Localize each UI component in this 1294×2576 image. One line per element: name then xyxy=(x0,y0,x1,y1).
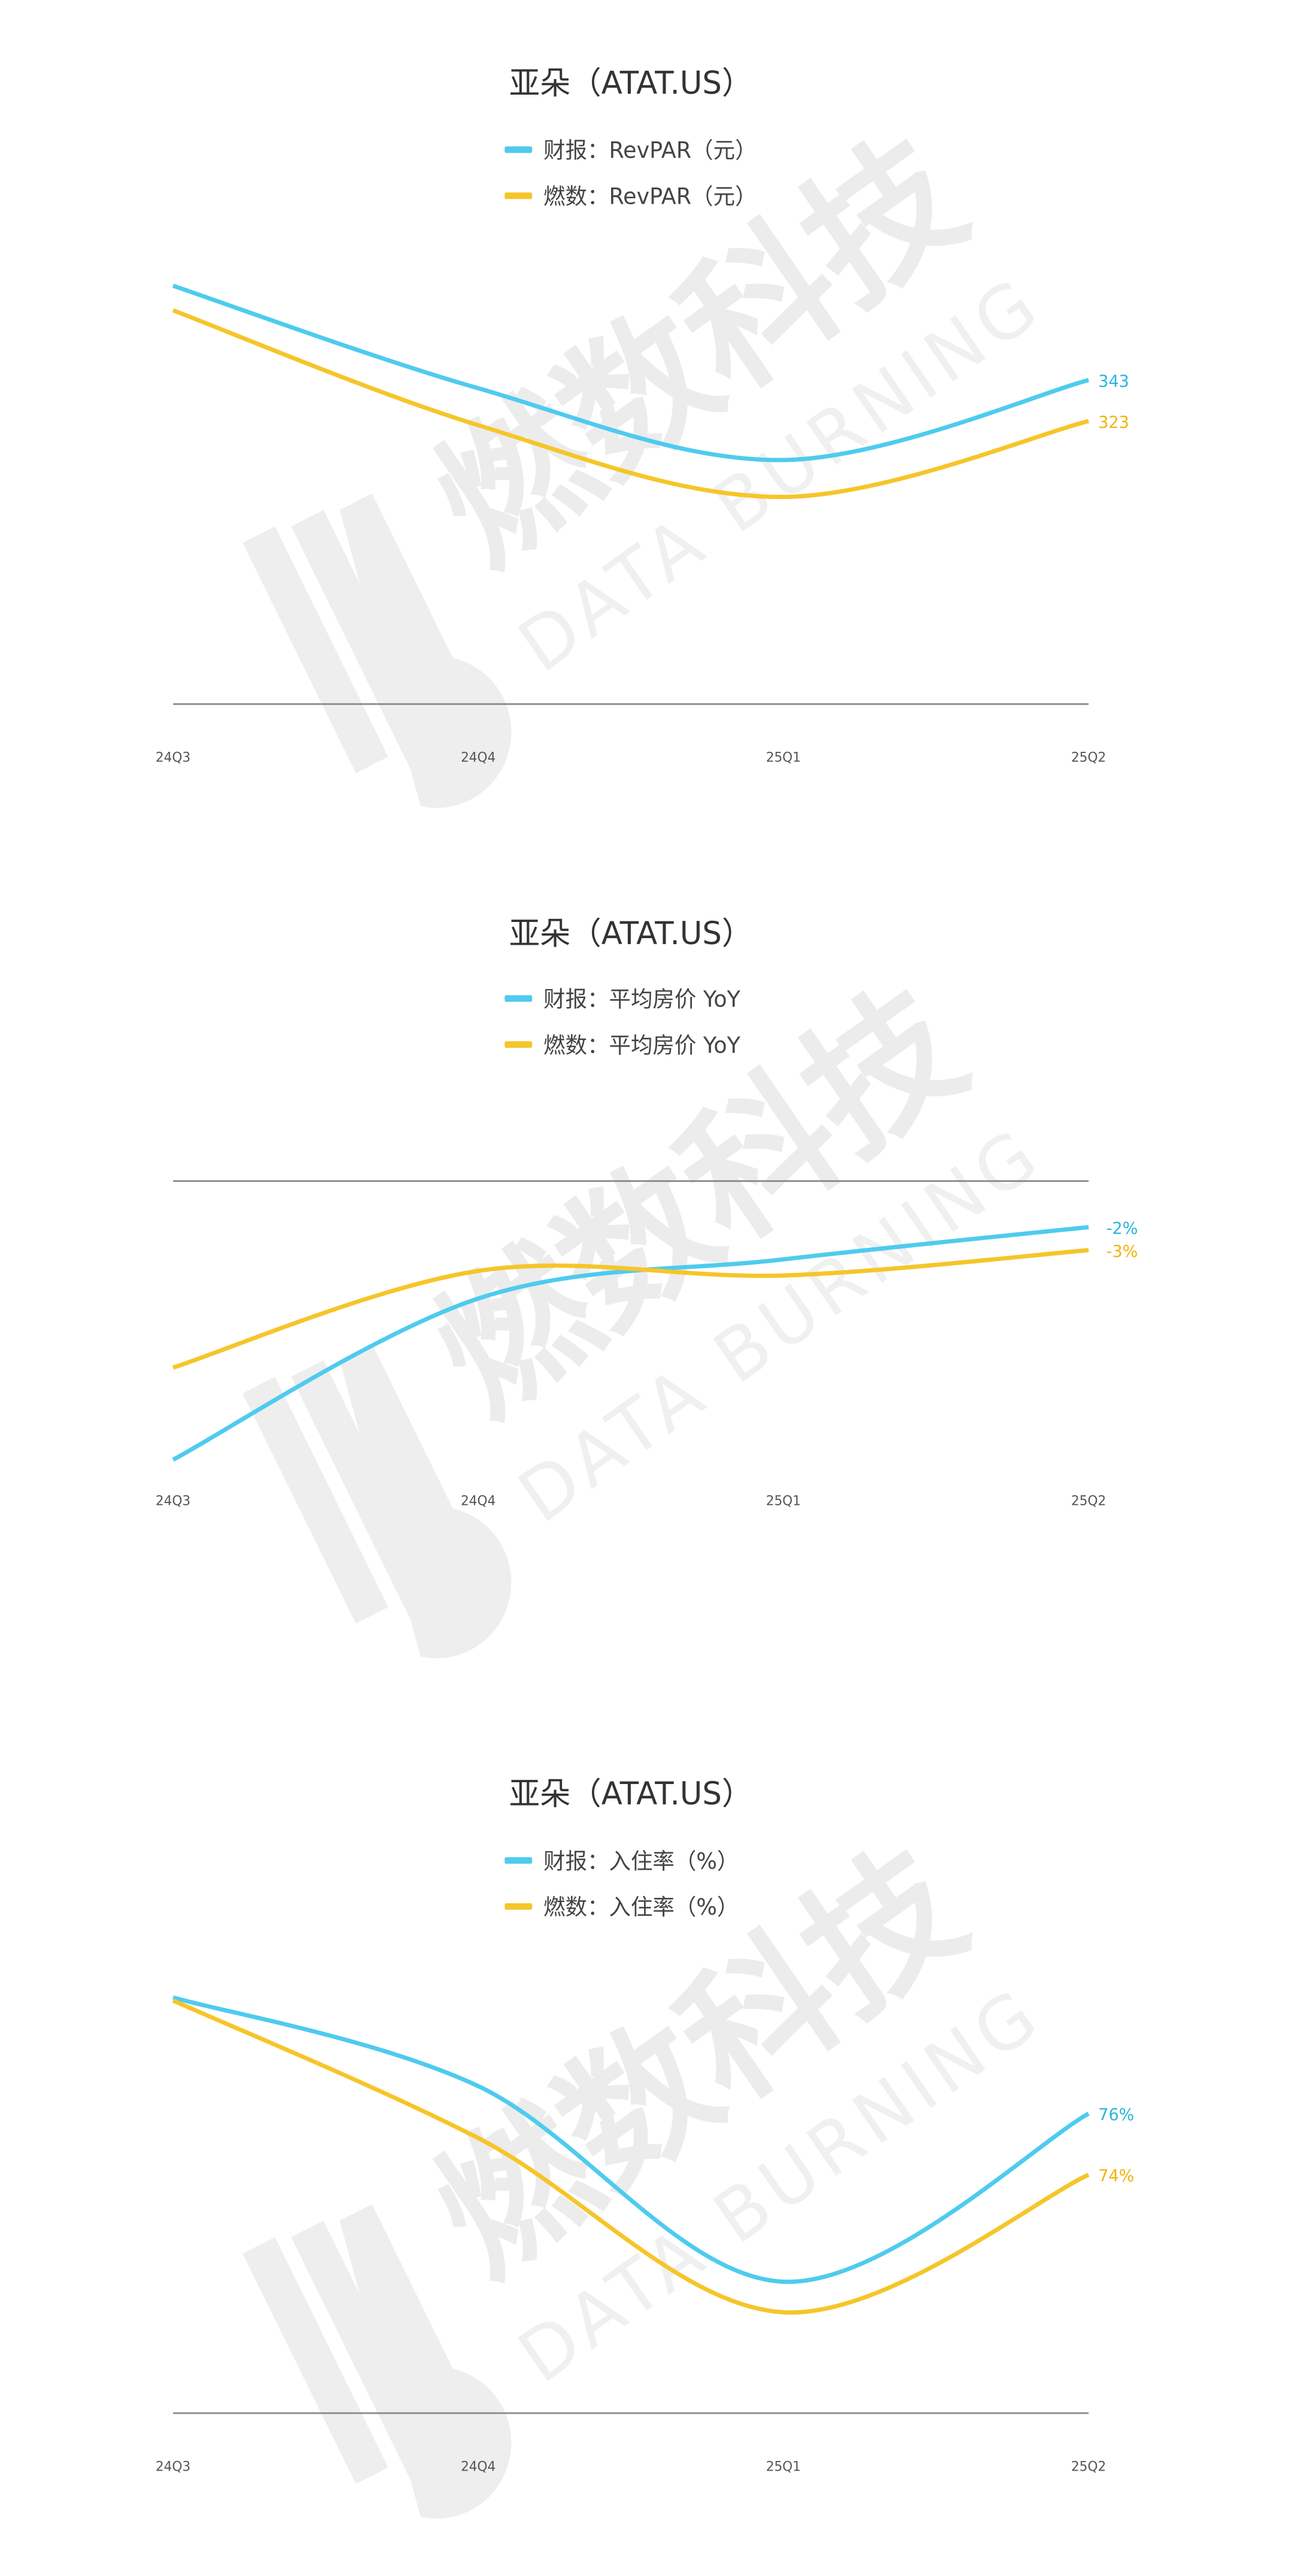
value-label: 323 xyxy=(1098,413,1129,432)
series-line xyxy=(172,1995,1090,2284)
legend-swatch xyxy=(504,1041,533,1048)
legend-swatch xyxy=(504,146,533,153)
watermark-logo xyxy=(243,1344,512,1659)
line-chart: 亚朵（ATAT.US） 财报：入住率（%） 燃数：入住率（%） 24Q3 24Q4 25Q… xyxy=(156,1776,1134,2475)
value-label: 74% xyxy=(1098,2167,1134,2185)
legend-label: 燃数：平均房价 YoY xyxy=(543,1032,740,1058)
legend-label: 财报：入住率（%） xyxy=(543,1848,739,1874)
legend-label: 财报：平均房价 YoY xyxy=(543,986,740,1012)
legend-swatch xyxy=(504,1857,533,1864)
x-tick-label: 24Q3 xyxy=(156,750,191,765)
line-chart: 亚朵（ATAT.US） 财报：平均房价 YoY 燃数：平均房价 YoY 24Q3 24Q… xyxy=(156,916,1138,1509)
watermark-logo xyxy=(243,493,512,808)
legend-label: 燃数：入住率（%） xyxy=(543,1894,739,1920)
legend-swatch xyxy=(504,1903,533,1910)
chart-title: 亚朵（ATAT.US） xyxy=(509,916,752,953)
series-line xyxy=(172,283,1089,462)
x-tick-label: 24Q4 xyxy=(461,2459,495,2474)
watermark-logo xyxy=(243,2204,512,2519)
x-tick-label: 25Q2 xyxy=(1071,2459,1106,2474)
x-tick-label: 24Q4 xyxy=(461,750,495,765)
x-tick-label: 25Q2 xyxy=(1071,1493,1106,1508)
x-tick-label: 25Q1 xyxy=(766,2459,801,2474)
x-tick-label: 24Q3 xyxy=(156,2459,191,2474)
series-line xyxy=(172,1248,1089,1370)
x-tick-label: 24Q3 xyxy=(156,1493,191,1508)
legend-label: 燃数：RevPAR（元） xyxy=(543,183,757,209)
line-chart: 亚朵（ATAT.US） 财报：RevPAR（元） 燃数：RevPAR（元） 24Q3 2… xyxy=(156,65,1129,765)
value-label: 76% xyxy=(1098,2106,1134,2124)
x-tick-label: 25Q1 xyxy=(766,1493,801,1508)
legend-swatch xyxy=(504,995,533,1002)
x-tick-label: 25Q2 xyxy=(1071,750,1106,765)
x-tick-label: 24Q4 xyxy=(461,1493,495,1508)
value-label: -2% xyxy=(1106,1219,1138,1238)
value-label: -3% xyxy=(1106,1242,1138,1261)
value-label: 343 xyxy=(1098,372,1129,391)
legend-swatch xyxy=(504,192,533,199)
series-line xyxy=(172,1224,1089,1462)
series-line xyxy=(172,1998,1090,2315)
series-line xyxy=(172,308,1089,500)
x-tick-label: 25Q1 xyxy=(766,750,801,765)
chart-title: 亚朵（ATAT.US） xyxy=(509,1776,752,1813)
legend-label: 财报：RevPAR（元） xyxy=(543,137,757,163)
chart-title: 亚朵（ATAT.US） xyxy=(509,65,752,102)
